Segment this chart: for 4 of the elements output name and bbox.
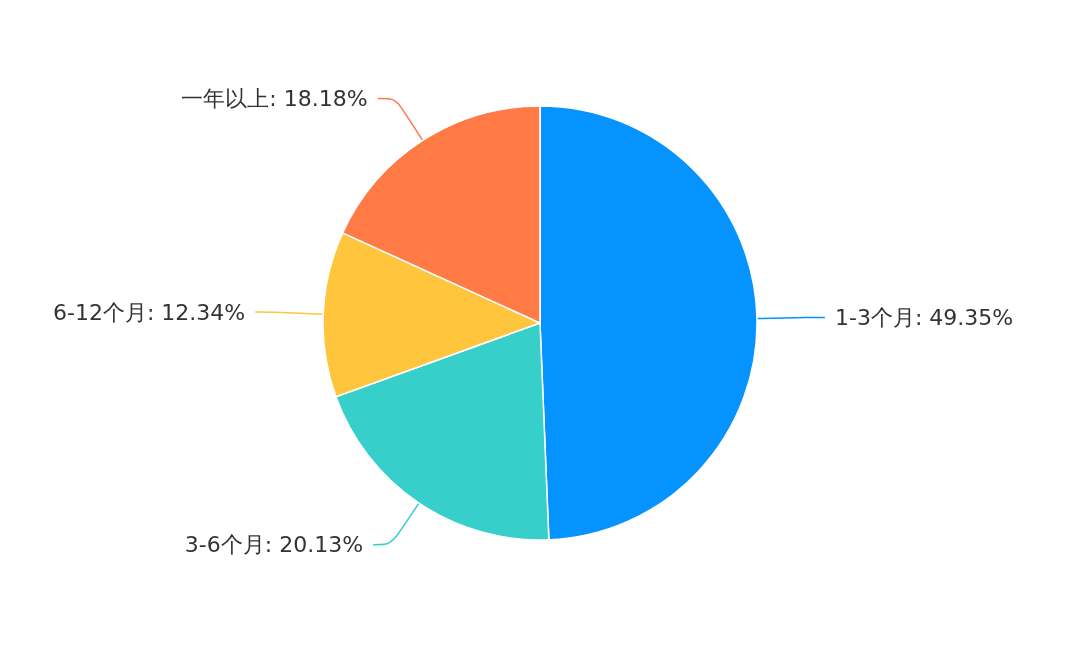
slice-label: 3-6个月: 20.13% (184, 532, 364, 558)
slice-label: 6-12个月: 12.34% (52, 299, 246, 325)
slice-label: 一年以上: 18.18% (181, 85, 368, 111)
slice-label: 1-3个月: 49.35% (834, 305, 1014, 331)
